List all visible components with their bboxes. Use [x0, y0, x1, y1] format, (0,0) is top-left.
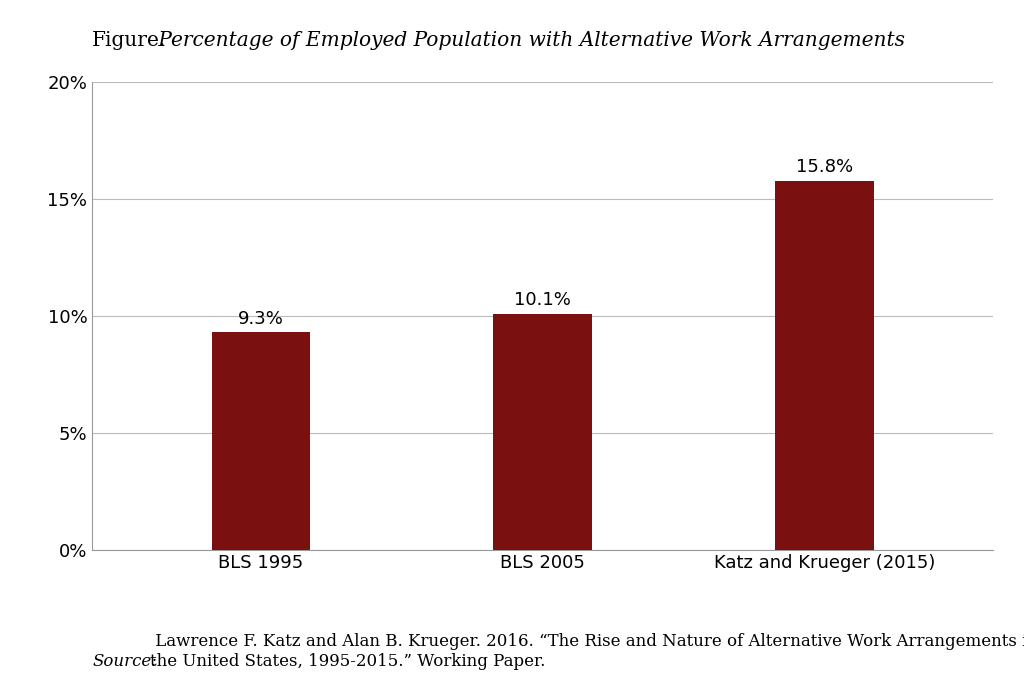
Text: Figure.: Figure. — [92, 31, 167, 50]
Bar — [212, 333, 310, 550]
Text: Percentage of Employed Population with Alternative Work Arrangements: Percentage of Employed Population with A… — [152, 31, 904, 50]
Bar — [775, 181, 873, 550]
Text: Lawrence F. Katz and Alan B. Krueger. 2016. “The Rise and Nature of Alternative : Lawrence F. Katz and Alan B. Krueger. 20… — [150, 633, 1024, 670]
Text: 10.1%: 10.1% — [514, 291, 571, 309]
Text: Source:: Source: — [92, 653, 157, 670]
Text: 9.3%: 9.3% — [239, 310, 284, 328]
Text: 15.8%: 15.8% — [796, 158, 853, 177]
Bar — [494, 314, 592, 550]
